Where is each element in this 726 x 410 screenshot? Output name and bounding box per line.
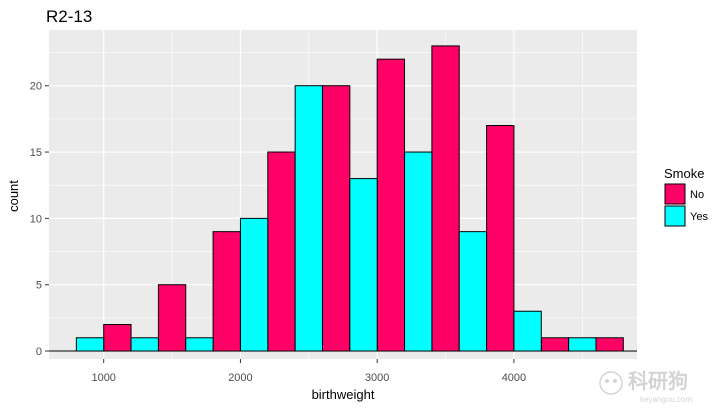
y-axis-ticks: 0 5 10 15 20 <box>30 81 49 358</box>
y-tick-label: 15 <box>30 147 42 159</box>
histogram-bar-yes <box>294 85 323 352</box>
histogram-bar-no <box>376 58 406 352</box>
x-tick-label: 4000 <box>502 372 526 384</box>
legend-label-no: No <box>690 189 704 201</box>
x-tick-label: 3000 <box>365 372 389 384</box>
watermark-logo-eye-icon <box>613 379 617 383</box>
x-tick-label: 2000 <box>228 372 252 384</box>
histogram-bar-yes <box>458 231 488 352</box>
y-tick-label: 20 <box>30 81 42 93</box>
histogram-bar-no <box>321 85 351 352</box>
y-tick-label: 10 <box>30 213 42 225</box>
x-tick-label: 1000 <box>91 372 115 384</box>
histogram-bar-no <box>486 125 515 352</box>
histogram-bar-yes <box>568 337 597 352</box>
y-tick-label: 5 <box>36 280 42 292</box>
histogram-bar-no <box>212 231 241 352</box>
legend-key-yes <box>664 205 686 227</box>
x-axis-ticks: 1000 2000 3000 4000 <box>91 359 526 384</box>
watermark-logo-icon <box>599 371 623 395</box>
histogram-bar-yes <box>185 337 214 352</box>
histogram-bar-yes <box>349 178 378 352</box>
legend-key-no <box>664 183 686 205</box>
histogram-bar-yes <box>130 337 159 352</box>
legend-title: Smoke <box>664 166 704 181</box>
histogram-bar-yes <box>75 337 105 352</box>
histogram-bar-yes <box>513 310 542 352</box>
histogram-bar-no <box>431 45 460 352</box>
histogram-bar-yes <box>239 217 269 352</box>
chart-title: R2-13 <box>46 7 92 26</box>
x-axis-label: birthweight <box>312 387 375 402</box>
watermark-subtext: keyangou.com <box>640 395 692 404</box>
histogram-bar-no <box>540 337 570 352</box>
histogram-bar-no <box>595 337 624 352</box>
histogram-bar-no <box>157 284 187 352</box>
histogram-bars <box>49 45 637 352</box>
histogram-bar-no <box>103 324 132 352</box>
watermark: 科研狗 keyangou.com <box>599 369 692 404</box>
watermark-text: 科研狗 <box>628 369 688 393</box>
watermark-logo-eye-icon <box>605 379 609 383</box>
histogram-bar-no <box>267 151 296 352</box>
legend: Smoke No Yes <box>664 166 708 227</box>
y-axis-label: count <box>6 180 21 212</box>
y-tick-label: 0 <box>36 346 42 358</box>
histogram-bar-yes <box>404 151 433 352</box>
legend-label-yes: Yes <box>690 211 708 223</box>
